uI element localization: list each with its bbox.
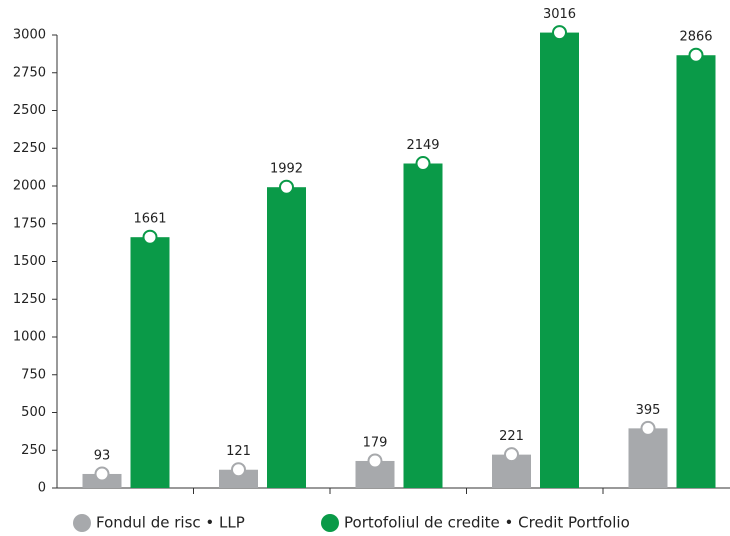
bar-cap xyxy=(688,47,704,63)
y-tick-label: 2000 xyxy=(13,179,46,194)
bar xyxy=(130,237,170,488)
y-tick-label: 3000 xyxy=(13,28,46,43)
y-tick-label: 2250 xyxy=(13,141,46,156)
data-label: 121 xyxy=(226,444,251,459)
y-tick-label: 1750 xyxy=(13,216,46,231)
y-tick-label: 0 xyxy=(38,481,46,496)
y-tick-label: 2750 xyxy=(13,65,46,80)
data-label: 221 xyxy=(499,429,524,444)
y-tick-label: 250 xyxy=(21,443,46,458)
bar-cap xyxy=(552,25,567,41)
bar-cap xyxy=(504,447,519,463)
bar-cap xyxy=(415,156,431,172)
legend-swatch xyxy=(321,514,339,532)
y-tick-label: 500 xyxy=(21,405,46,420)
bar xyxy=(676,55,716,488)
data-label: 2866 xyxy=(679,30,712,45)
legend-swatch xyxy=(73,514,91,532)
bar xyxy=(540,32,579,489)
bar xyxy=(628,428,668,488)
data-label: 2149 xyxy=(406,138,439,153)
y-tick-label: 750 xyxy=(21,367,46,382)
data-label: 93 xyxy=(94,448,111,463)
y-tick-label: 1500 xyxy=(13,254,46,269)
y-tick-label: 2500 xyxy=(13,103,46,118)
bar-cap xyxy=(367,453,383,469)
bar-cap xyxy=(279,179,294,195)
bar xyxy=(403,163,443,488)
bar xyxy=(219,469,258,488)
data-label: 179 xyxy=(363,435,388,450)
bar xyxy=(267,187,306,488)
y-tick-label: 1250 xyxy=(13,292,46,307)
legend-label: Portofoliul de credite • Credit Portfoli… xyxy=(344,514,630,532)
data-label: 1992 xyxy=(270,162,303,177)
data-label: 3016 xyxy=(543,7,576,22)
bar-cap xyxy=(142,229,158,245)
bar-cap xyxy=(231,462,246,478)
legend-label: Fondul de risc • LLP xyxy=(96,514,245,532)
bar-cap xyxy=(640,420,656,436)
data-label: 395 xyxy=(636,403,661,418)
data-label: 1661 xyxy=(133,212,166,227)
y-tick-label: 1000 xyxy=(13,330,46,345)
bar-cap xyxy=(94,466,110,482)
